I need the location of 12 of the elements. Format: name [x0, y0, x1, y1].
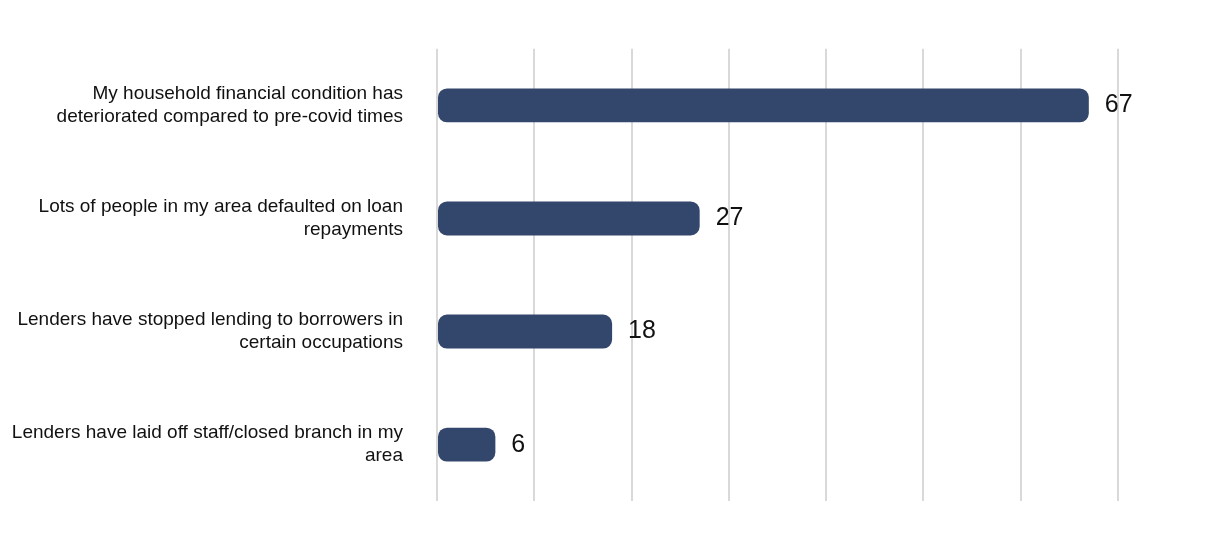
data-label: 18 — [628, 315, 656, 344]
y-tick-label: Lenders have stopped lending to borrowers in certain occupations — [17, 308, 403, 353]
y-tick-label: Lots of people in my area defaulted on loan repayments — [38, 195, 403, 240]
data-label: 6 — [511, 428, 526, 457]
y-tick-label: My household financial condition has deteriorated compared to pre-covid times — [56, 82, 403, 126]
bar — [438, 314, 613, 349]
bar — [438, 88, 1089, 123]
data-label: 27 — [715, 202, 744, 231]
bar — [438, 427, 496, 462]
bar — [438, 201, 700, 236]
y-tick-label: Lenders have laid off staff/closed branch in my area — [11, 421, 404, 466]
data-label: 67 — [1104, 89, 1133, 118]
